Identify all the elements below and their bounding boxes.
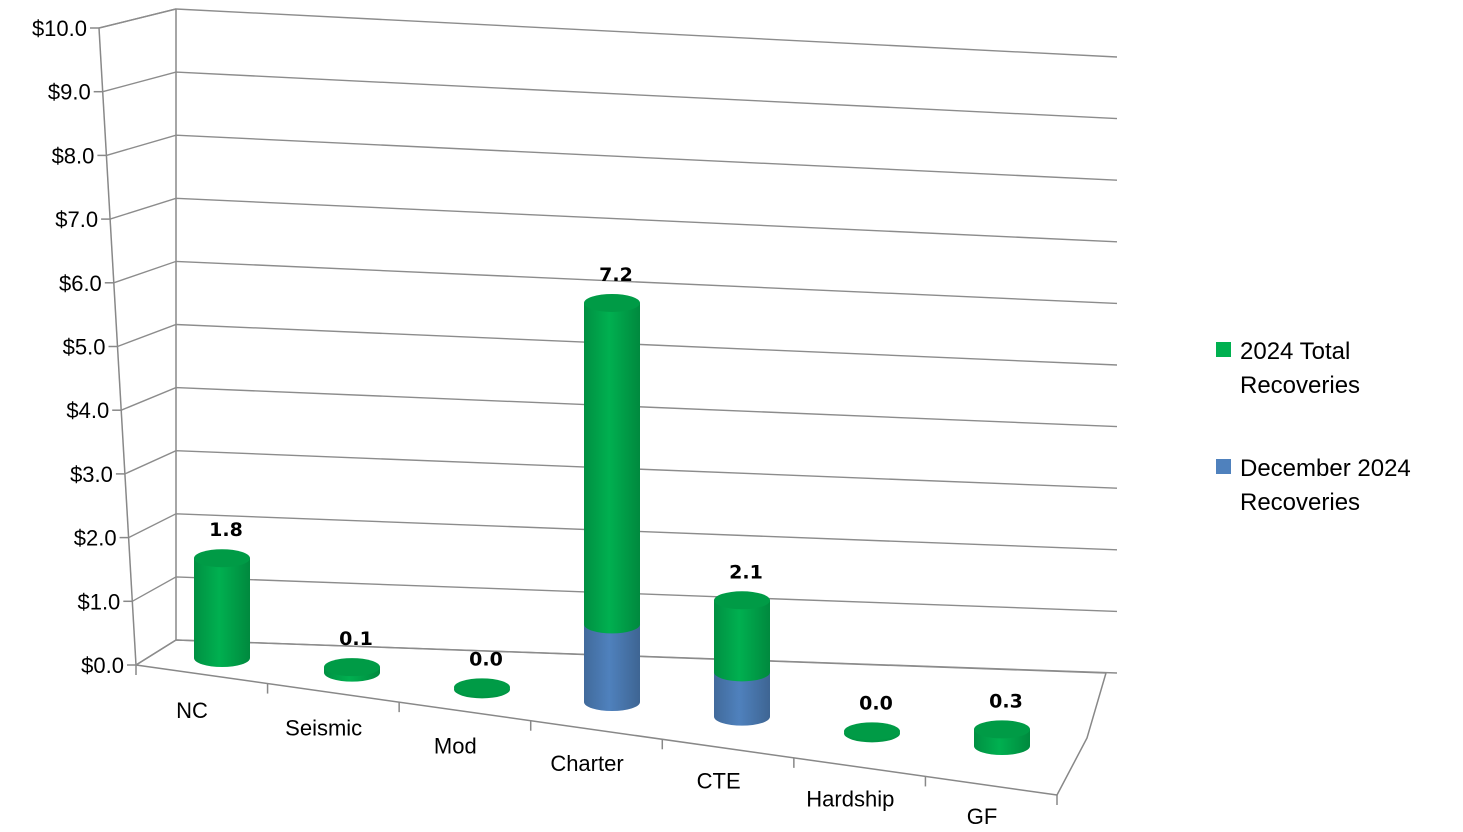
data-label: 0.3 bbox=[989, 690, 1023, 712]
gridlines bbox=[98, 8, 1118, 674]
x-tick-label: NC bbox=[176, 698, 208, 723]
x-axis: NC Seismic Mod Charter CTE Hardship GF bbox=[135, 665, 1058, 829]
data-label: 7.2 bbox=[599, 264, 633, 286]
gridline bbox=[131, 576, 1118, 613]
data-label: 2.1 bbox=[729, 561, 763, 583]
data-labels: 1.8 0.1 0.0 7.2 2.1 0.0 0.3 bbox=[209, 264, 1023, 714]
bar-group-nc bbox=[194, 549, 250, 667]
legend-label: December 2024 bbox=[1240, 455, 1411, 482]
bar-segment bbox=[714, 672, 770, 726]
y-tick-label: $4.0 bbox=[66, 398, 109, 423]
y-tick-label: $3.0 bbox=[70, 462, 113, 487]
x-tick-label: Hardship bbox=[806, 786, 894, 811]
x-tick-label: Mod bbox=[434, 733, 477, 758]
legend: 2024 Total Recoveries December 2024 Recover… bbox=[1216, 338, 1411, 516]
legend-label: Recoveries bbox=[1240, 489, 1360, 516]
legend-entry: December 2024 Recoveries bbox=[1216, 455, 1411, 516]
gridline bbox=[98, 8, 1118, 58]
legend-swatch bbox=[1216, 342, 1231, 357]
gridline bbox=[128, 513, 1118, 551]
bar-top bbox=[714, 591, 770, 610]
gridline bbox=[135, 639, 1118, 674]
bar-top bbox=[974, 720, 1030, 739]
data-label: 0.0 bbox=[859, 692, 893, 714]
y-tick-label: $7.0 bbox=[55, 207, 98, 232]
bar-group-seismic bbox=[324, 658, 381, 682]
bar-segment bbox=[194, 558, 250, 667]
gridline bbox=[113, 260, 1118, 305]
gridline bbox=[106, 134, 1118, 181]
floor-front-edge bbox=[135, 664, 1058, 796]
bar-segment bbox=[584, 302, 640, 634]
bar-segment bbox=[584, 624, 640, 711]
x-tick-label: Seismic bbox=[285, 716, 362, 741]
bar-group-mod bbox=[454, 678, 510, 699]
bar-group-cte bbox=[714, 591, 770, 726]
x-tick-label: CTE bbox=[697, 769, 741, 794]
bar-top bbox=[194, 549, 250, 568]
bar-top bbox=[584, 293, 640, 312]
bar-segment bbox=[714, 600, 770, 682]
bar-group-gf bbox=[974, 720, 1030, 755]
y-tick-label: $5.0 bbox=[63, 335, 106, 360]
bar-top bbox=[454, 678, 510, 697]
y-tick-label: $2.0 bbox=[74, 526, 117, 551]
bar-top bbox=[324, 658, 380, 677]
legend-swatch bbox=[1216, 459, 1231, 474]
y-tick-label: $10.0 bbox=[32, 16, 87, 41]
data-label: 1.8 bbox=[209, 519, 243, 541]
x-tick-label: Charter bbox=[550, 751, 623, 776]
gridline bbox=[102, 71, 1118, 120]
y-tick-label: $9.0 bbox=[48, 80, 91, 105]
gridline bbox=[124, 449, 1118, 489]
y-tick-label: $1.0 bbox=[77, 589, 120, 614]
bar-group-hardship bbox=[844, 722, 900, 743]
gridline bbox=[109, 197, 1118, 243]
y-tick-label: $6.0 bbox=[59, 271, 102, 296]
y-axis-ticks: $0.0 $1.0 $2.0 $3.0 $4.0 $5.0 $6.0 $7.0 $8.0 $9.0… bbox=[32, 16, 136, 678]
bar-group-charter bbox=[584, 293, 640, 711]
y-tick-label: $8.0 bbox=[52, 143, 95, 168]
data-label: 0.0 bbox=[469, 648, 503, 670]
legend-entry: 2024 Total Recoveries bbox=[1216, 338, 1360, 399]
bars bbox=[194, 293, 1030, 755]
data-label: 0.1 bbox=[339, 628, 373, 650]
bar-top bbox=[844, 722, 900, 741]
gridline bbox=[117, 323, 1118, 366]
legend-label: Recoveries bbox=[1240, 372, 1360, 399]
y-tick-label: $0.0 bbox=[81, 653, 124, 678]
gridline bbox=[120, 386, 1118, 428]
legend-label: 2024 Total bbox=[1240, 338, 1350, 365]
x-tick-label: GF bbox=[967, 804, 998, 829]
